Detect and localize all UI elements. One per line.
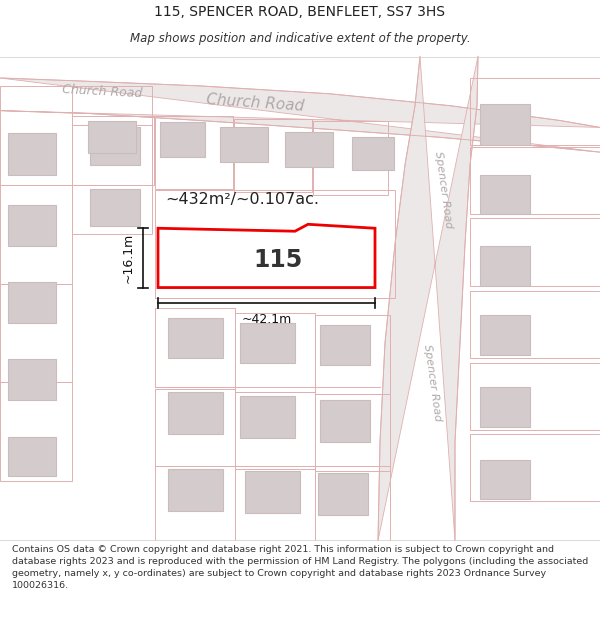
Text: Map shows position and indicative extent of the property.: Map shows position and indicative extent… [130,32,470,45]
Text: ~16.1m: ~16.1m [122,232,135,283]
Bar [8,282,56,323]
Bar [72,116,154,185]
Text: Church Road: Church Road [62,83,143,101]
Bar [235,392,315,469]
Bar [234,119,312,192]
Text: 115: 115 [253,248,302,272]
Bar [8,437,56,476]
Bar [480,315,530,355]
Bar [0,284,72,382]
Bar [168,318,223,357]
Bar [245,471,300,513]
Bar [8,204,56,246]
Bar [318,473,368,515]
Bar [72,126,152,234]
Bar [470,78,600,145]
Bar [470,218,600,286]
Bar [0,86,72,185]
Polygon shape [158,224,375,288]
Bar [88,121,136,153]
Text: Church Road: Church Road [206,92,304,114]
Bar [320,400,370,442]
Bar [480,459,530,499]
Text: ~432m²/~0.107ac.: ~432m²/~0.107ac. [165,192,319,207]
Polygon shape [378,56,478,541]
Bar [235,466,315,541]
Text: Spencer Road: Spencer Road [433,151,454,229]
Bar [90,127,140,165]
Bar [313,121,388,194]
Bar [168,392,223,434]
Bar [315,466,390,541]
Bar [168,469,223,511]
Bar [240,396,295,438]
Bar [470,291,600,357]
Bar [315,394,390,471]
Bar [90,189,140,226]
Bar [155,466,235,541]
Bar [480,175,530,214]
Bar [240,323,295,362]
Bar [470,148,600,214]
Bar [480,104,530,145]
Bar [235,313,315,392]
Bar [155,308,235,388]
Bar [155,389,235,466]
Text: 115, SPENCER ROAD, BENFLEET, SS7 3HS: 115, SPENCER ROAD, BENFLEET, SS7 3HS [155,6,445,19]
Bar [72,86,152,185]
Bar [480,388,530,427]
Text: ~42.1m: ~42.1m [241,313,292,326]
Bar [155,190,395,298]
Bar [220,127,268,162]
Bar [0,382,72,481]
Bar [480,246,530,286]
Bar [352,138,394,170]
Bar [470,434,600,501]
Bar [315,315,390,394]
Bar [285,132,333,167]
Bar [470,362,600,430]
Polygon shape [0,78,600,152]
Bar [155,116,233,189]
Text: Contains OS data © Crown copyright and database right 2021. This information is : Contains OS data © Crown copyright and d… [12,546,588,590]
Bar [0,185,72,284]
Bar [8,359,56,400]
Text: Spencer Road: Spencer Road [422,343,442,422]
Bar [8,133,56,175]
Bar [320,325,370,364]
Bar [160,122,205,157]
